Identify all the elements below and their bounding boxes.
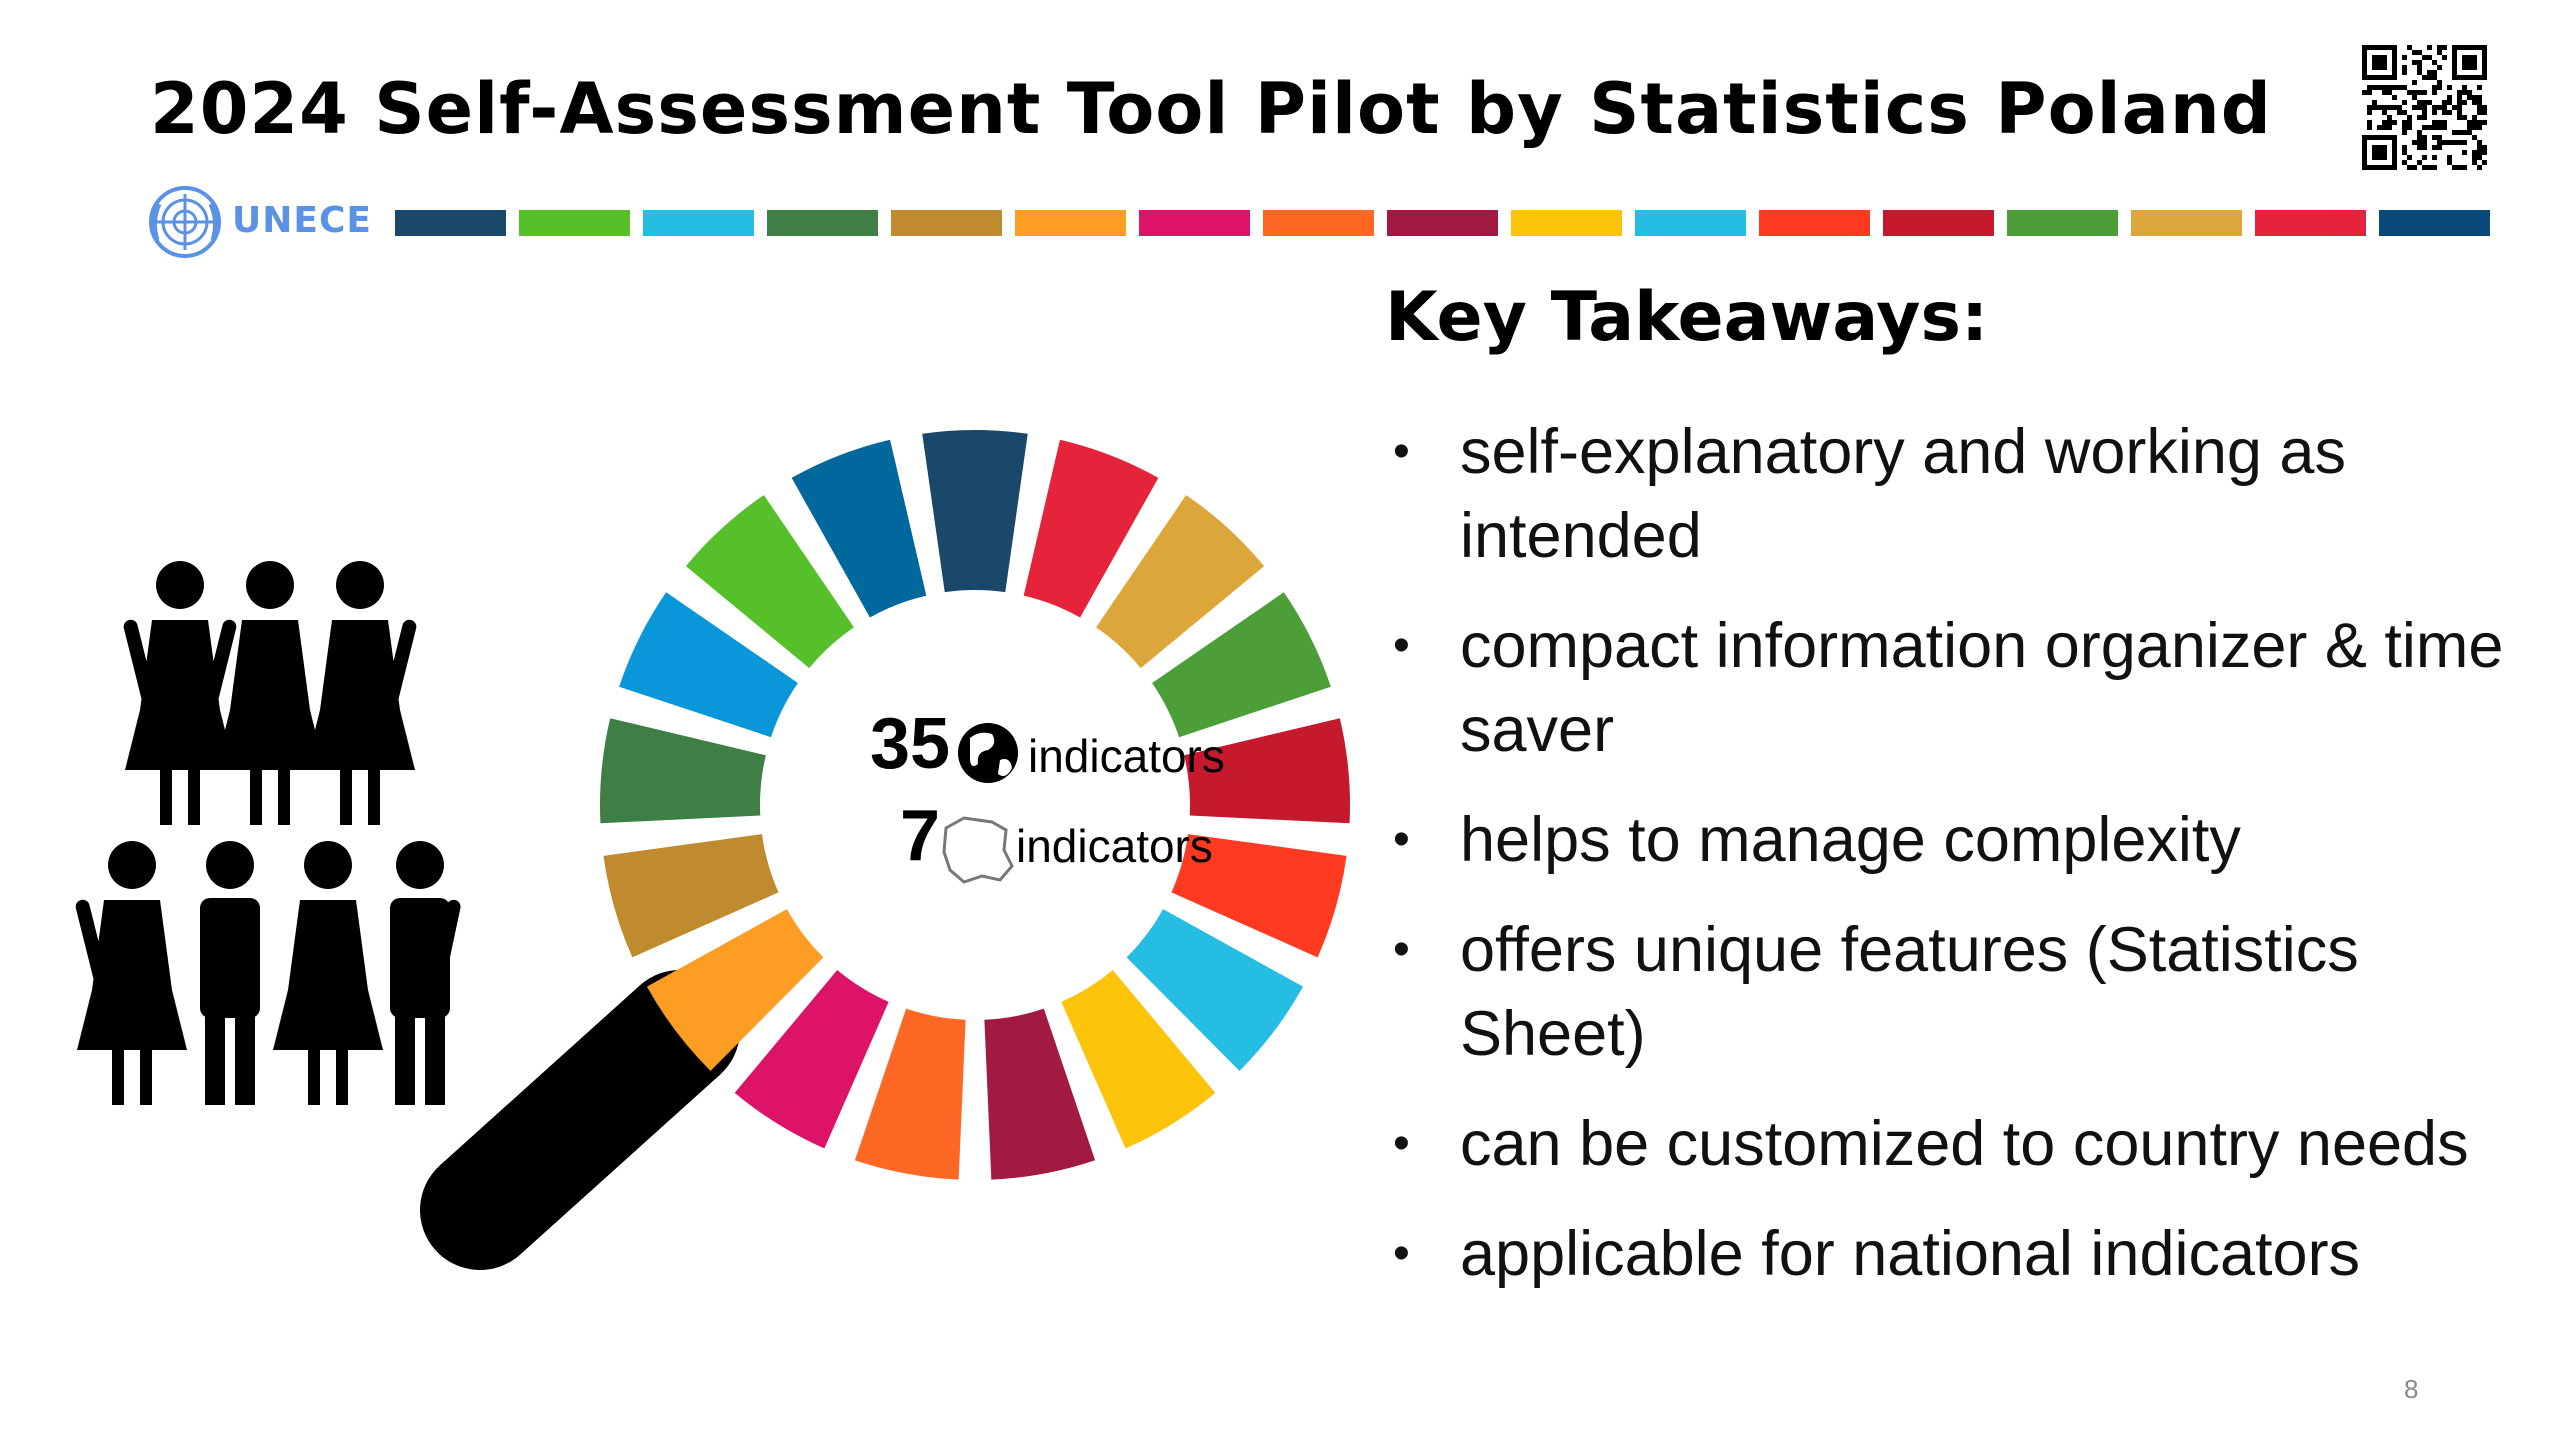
wheel-segment (646, 909, 824, 1071)
wheel-segment (603, 834, 779, 958)
wheel-segment (1171, 834, 1347, 958)
wheel-segment (1152, 592, 1331, 738)
sdg-wheel: 35 indicators 7 indicators (420, 430, 1350, 1270)
page-number: 8 (2404, 1374, 2419, 1404)
bullet-text: applicable for national indicators (1460, 1219, 2361, 1289)
color-bar-segment (1511, 210, 1622, 236)
bullet-text: can be customized to country needs (1460, 1109, 2469, 1179)
poland-map-icon (942, 816, 1014, 884)
wheel-segment (1023, 439, 1159, 618)
bullet-text: self-explanatory and working as intended (1460, 417, 2346, 571)
magnifying-glass-icon (420, 970, 740, 1270)
list-item: • applicable for national indicators (1393, 1219, 2361, 1289)
slide-title: 2024 Self-Assessment Tool Pilot by Stati… (150, 68, 2272, 150)
wheel-segment (791, 439, 927, 618)
color-bar-segment (1387, 210, 1498, 236)
bullet-text: helps to manage complexity (1460, 805, 2241, 875)
list-item: • can be customized to country needs (1393, 1109, 2469, 1179)
wheel-segment (984, 1008, 1096, 1180)
color-bar-segment (1759, 210, 1870, 236)
national-indicator-label: indicators (1016, 820, 1213, 872)
globe-icon (958, 723, 1018, 783)
wheel-segment (1126, 909, 1304, 1071)
wheel-segment (1061, 970, 1216, 1149)
global-indicator-count: 35 (870, 704, 950, 784)
color-bar-segment (643, 210, 754, 236)
wheel-segment (1184, 718, 1350, 824)
sdg-color-bar (395, 210, 2490, 236)
bullet-text: compact information organizer & time sav… (1460, 611, 2504, 765)
list-item: • helps to manage complexity (1393, 805, 2241, 875)
color-bar-segment (1635, 210, 1746, 236)
color-bar-segment (1139, 210, 1250, 236)
wheel-segment (1096, 495, 1265, 669)
bullet-text: offers unique features (Statistics Sheet… (1460, 915, 2359, 1069)
list-item: • compact information organizer & time sa… (1393, 611, 2504, 765)
global-indicator-label: indicators (1028, 730, 1225, 782)
un-emblem-icon (149, 186, 221, 258)
color-bar-segment (891, 210, 1002, 236)
qr-code-icon (2362, 45, 2487, 170)
color-bar-segment (2007, 210, 2118, 236)
key-takeaways-heading: Key Takeaways: (1385, 278, 1989, 357)
color-bar-segment (2131, 210, 2242, 236)
org-logo-text: UNECE (232, 200, 372, 241)
wheel-segment (854, 1008, 966, 1180)
color-bar-segment (2379, 210, 2490, 236)
wheel-segment (600, 718, 766, 824)
color-bar-segment (1015, 210, 1126, 236)
wheel-segment (922, 430, 1028, 593)
color-bar-segment (1883, 210, 1994, 236)
takeaways-list: • self-explanatory and working as intende… (1385, 410, 2515, 1322)
color-bar-segment (519, 210, 630, 236)
color-bar-segment (2255, 210, 2366, 236)
color-bar-segment (395, 210, 506, 236)
list-item: • self-explanatory and working as intende… (1393, 417, 2346, 571)
wheel-segment (685, 495, 854, 669)
color-bar-segment (767, 210, 878, 236)
color-bar-segment (1263, 210, 1374, 236)
list-item: • offers unique features (Statistics Shee… (1393, 915, 2359, 1069)
people-group-icon (75, 561, 461, 1105)
wheel-segment (619, 592, 798, 738)
wheel-segment (734, 970, 889, 1149)
national-indicator-count: 7 (900, 796, 940, 876)
